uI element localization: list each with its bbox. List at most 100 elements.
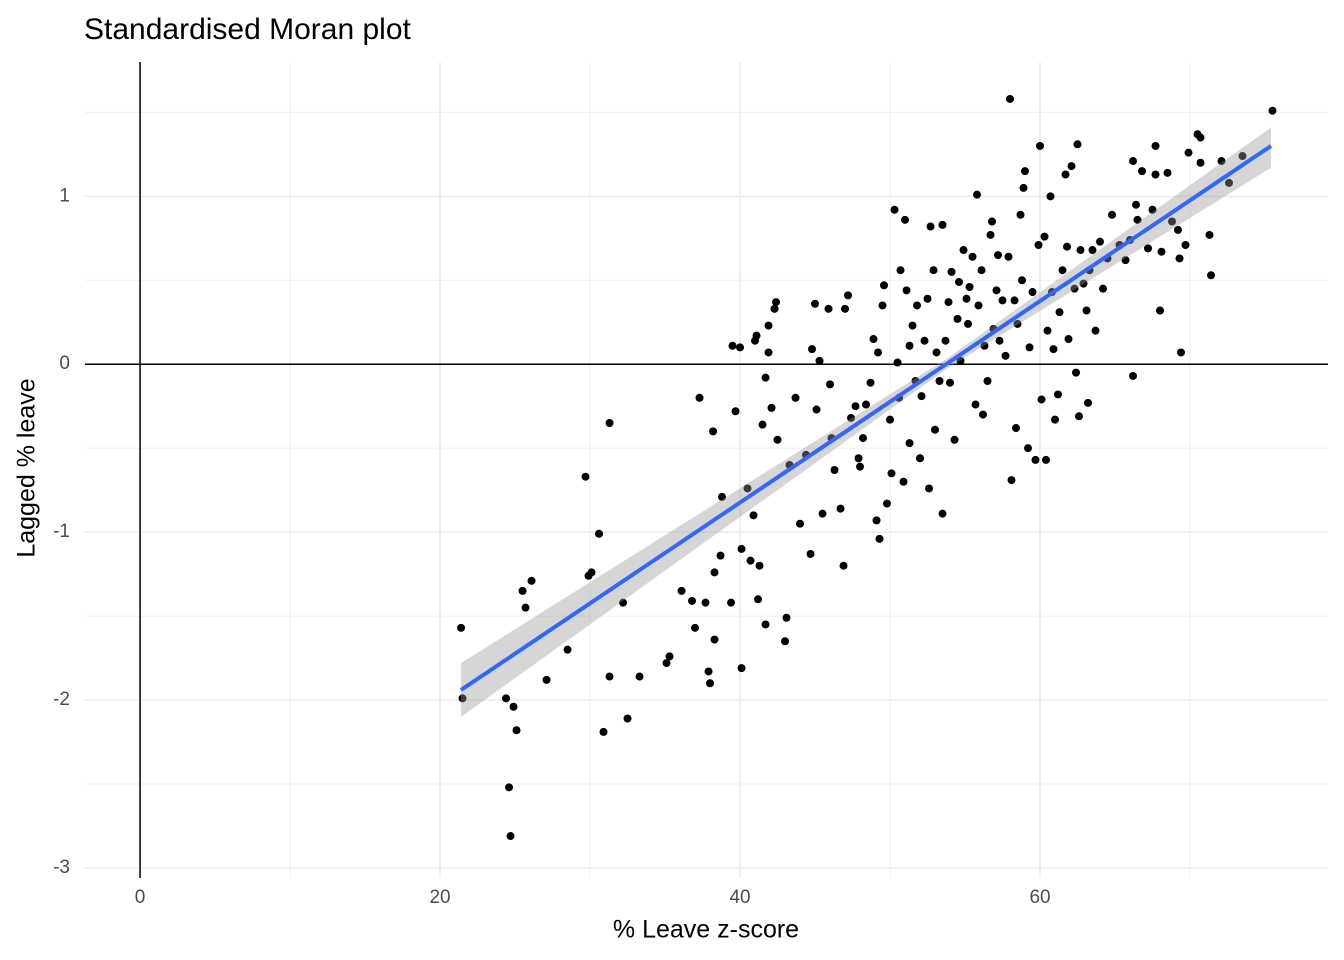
point bbox=[839, 561, 848, 570]
point bbox=[1268, 106, 1277, 115]
point bbox=[587, 568, 596, 577]
point bbox=[731, 407, 740, 416]
point bbox=[1157, 247, 1166, 256]
y-axis-label: Lagged % leave bbox=[13, 378, 41, 557]
point bbox=[1073, 140, 1082, 149]
point bbox=[1070, 284, 1079, 293]
point bbox=[754, 595, 763, 604]
point bbox=[665, 652, 674, 661]
point bbox=[988, 217, 997, 226]
point bbox=[521, 603, 530, 612]
point bbox=[901, 215, 910, 224]
point bbox=[709, 427, 718, 436]
point bbox=[905, 439, 914, 448]
point bbox=[791, 393, 800, 402]
point bbox=[974, 301, 983, 310]
point bbox=[971, 400, 980, 409]
point bbox=[619, 598, 628, 607]
point bbox=[457, 623, 466, 632]
point bbox=[1037, 395, 1046, 404]
point bbox=[1207, 271, 1216, 280]
point bbox=[1082, 306, 1091, 315]
point bbox=[875, 534, 884, 543]
point bbox=[962, 294, 971, 303]
point bbox=[886, 415, 895, 424]
point bbox=[458, 694, 467, 703]
point bbox=[929, 266, 938, 275]
point bbox=[716, 551, 725, 560]
point bbox=[973, 190, 982, 199]
point bbox=[899, 477, 908, 486]
point bbox=[1079, 279, 1088, 288]
point bbox=[1138, 167, 1147, 176]
point bbox=[772, 298, 781, 307]
point bbox=[1043, 326, 1052, 335]
point bbox=[1064, 335, 1073, 344]
point bbox=[770, 304, 779, 313]
point bbox=[1133, 215, 1142, 224]
point bbox=[758, 420, 767, 429]
point bbox=[1016, 210, 1025, 219]
point bbox=[1072, 368, 1081, 377]
point bbox=[878, 301, 887, 310]
point bbox=[773, 435, 782, 444]
x-tick-label: 40 bbox=[729, 887, 750, 908]
point bbox=[635, 672, 644, 681]
point bbox=[752, 331, 761, 340]
point bbox=[1040, 232, 1049, 241]
point bbox=[1019, 183, 1028, 192]
point bbox=[767, 403, 776, 412]
point bbox=[836, 504, 845, 513]
point bbox=[605, 418, 614, 427]
point bbox=[947, 267, 956, 276]
point bbox=[1121, 256, 1130, 265]
point bbox=[959, 246, 968, 255]
point bbox=[1010, 296, 1019, 305]
point bbox=[1025, 343, 1034, 352]
point bbox=[812, 405, 821, 414]
point bbox=[806, 549, 815, 558]
point bbox=[1196, 133, 1205, 142]
point bbox=[749, 511, 758, 520]
point bbox=[688, 596, 697, 605]
point bbox=[869, 335, 878, 344]
point bbox=[851, 402, 860, 411]
point bbox=[818, 509, 827, 518]
point bbox=[1163, 168, 1172, 177]
point bbox=[932, 348, 941, 357]
point bbox=[746, 556, 755, 565]
point bbox=[920, 336, 929, 345]
point bbox=[1217, 157, 1226, 166]
point bbox=[1205, 230, 1214, 239]
point bbox=[1018, 276, 1027, 285]
point bbox=[605, 672, 614, 681]
point bbox=[841, 304, 850, 313]
point bbox=[896, 266, 905, 275]
point bbox=[1042, 455, 1051, 464]
point bbox=[956, 356, 965, 365]
point bbox=[1238, 152, 1247, 161]
x-tick-label: 60 bbox=[1029, 887, 1050, 908]
fit-line bbox=[459, 144, 1273, 692]
point bbox=[728, 341, 737, 350]
point bbox=[1084, 398, 1093, 407]
point bbox=[1181, 241, 1190, 250]
point bbox=[506, 832, 515, 841]
point bbox=[710, 635, 719, 644]
point bbox=[824, 304, 833, 313]
point bbox=[662, 659, 671, 668]
point bbox=[755, 561, 764, 570]
point bbox=[761, 373, 770, 382]
point bbox=[1151, 170, 1160, 179]
point bbox=[926, 222, 935, 231]
point bbox=[1058, 266, 1067, 275]
point bbox=[908, 321, 917, 330]
point bbox=[509, 702, 518, 711]
point bbox=[563, 645, 572, 654]
point bbox=[995, 336, 1004, 345]
point bbox=[505, 783, 514, 792]
point bbox=[1196, 158, 1205, 167]
point bbox=[599, 727, 608, 736]
point bbox=[764, 321, 773, 330]
x-axis-label: % Leave z-score bbox=[613, 916, 799, 944]
